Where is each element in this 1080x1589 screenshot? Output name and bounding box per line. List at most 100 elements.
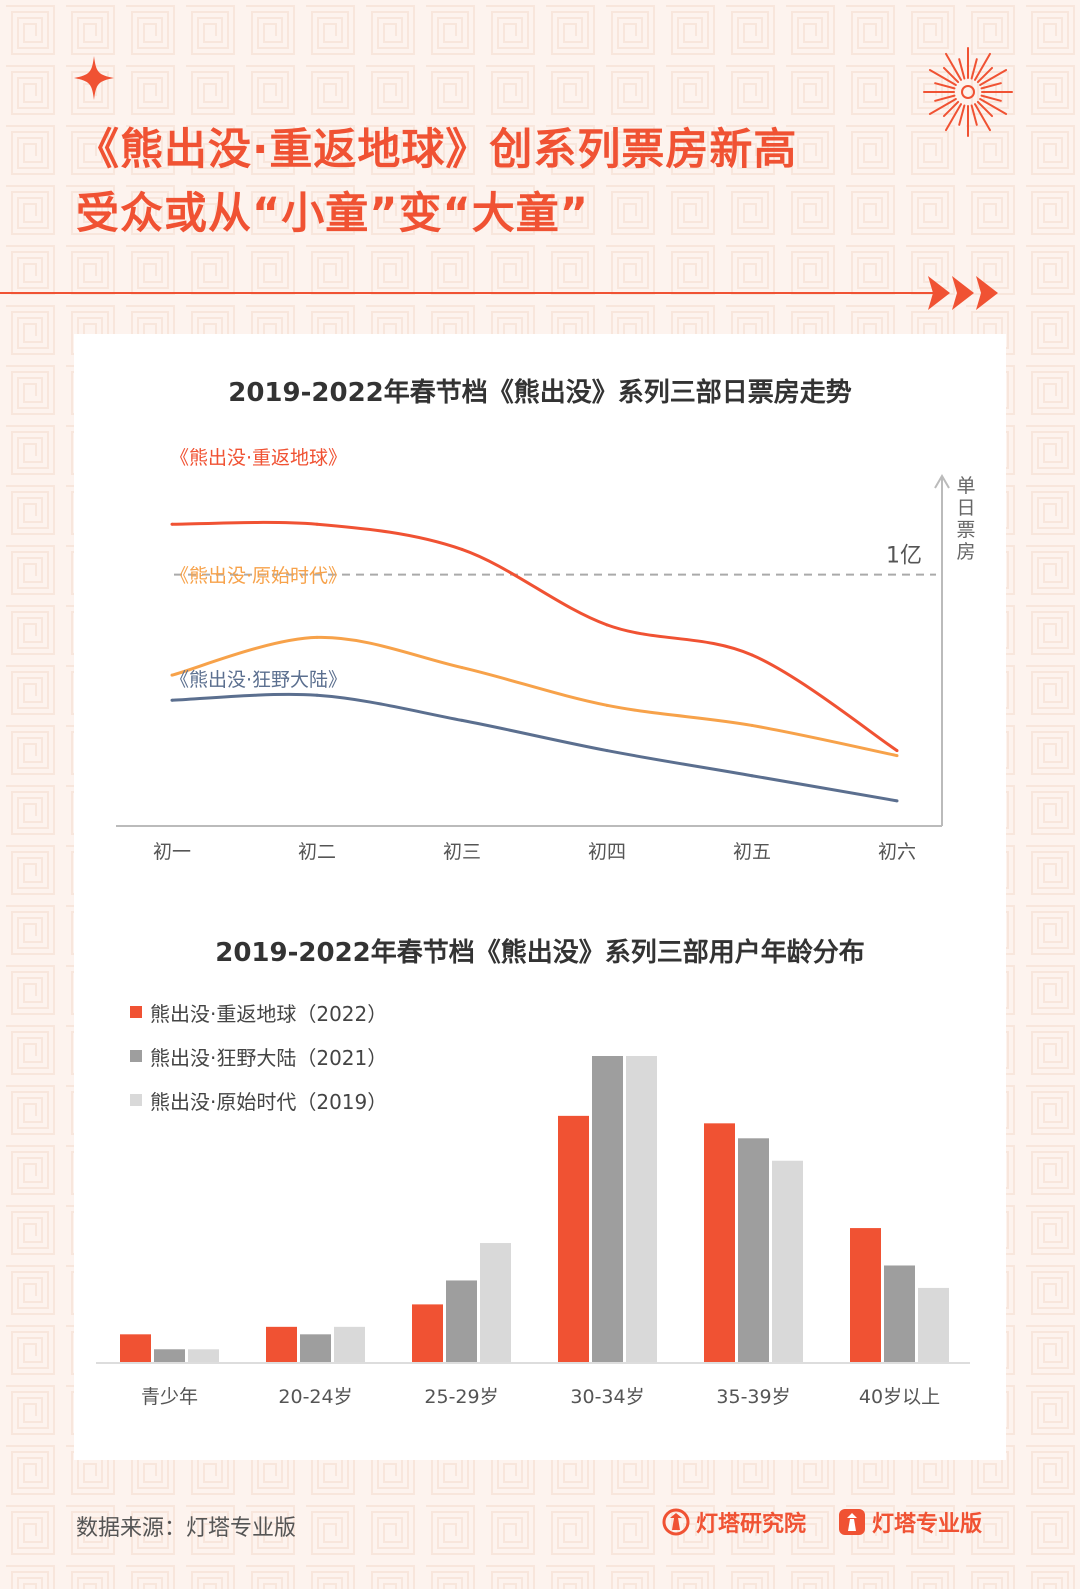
series-point bbox=[895, 799, 899, 803]
reference-line-label: 1亿 bbox=[886, 544, 922, 569]
firework-ray bbox=[980, 94, 1002, 102]
firework-ray bbox=[979, 69, 1008, 86]
legend-swatch bbox=[130, 1006, 142, 1018]
x-tick-label: 初二 bbox=[298, 841, 336, 863]
bar bbox=[738, 1138, 769, 1362]
series-label: 《熊出没·重返地球》 bbox=[170, 447, 347, 469]
series-point bbox=[605, 703, 609, 707]
x-tick-label: 40岁以上 bbox=[859, 1386, 940, 1408]
series-point bbox=[170, 673, 174, 677]
bar bbox=[772, 1160, 803, 1362]
series-label: 《熊出没·狂野大陆》 bbox=[170, 669, 347, 691]
y-axis-arrow bbox=[934, 474, 950, 489]
series-line bbox=[171, 635, 898, 758]
four-point-star-icon bbox=[74, 56, 114, 100]
firework-ray bbox=[958, 58, 966, 80]
bar bbox=[558, 1115, 589, 1362]
legend-label: 熊出没·狂野大陆（2021） bbox=[150, 1045, 388, 1070]
bar bbox=[850, 1228, 881, 1362]
firework-ray bbox=[974, 52, 991, 81]
bar bbox=[626, 1056, 657, 1362]
legend-item: 熊出没·重返地球（2022） bbox=[130, 990, 387, 1034]
bar bbox=[918, 1287, 949, 1362]
series-point bbox=[315, 693, 319, 697]
firework-ray bbox=[945, 103, 962, 132]
firework-ray bbox=[979, 98, 1008, 115]
series-point bbox=[750, 723, 754, 727]
x-tick-label: 初三 bbox=[443, 841, 481, 863]
lighthouse-research-icon bbox=[662, 1508, 690, 1536]
y-axis-label: 单日票房 bbox=[956, 475, 975, 563]
legend-item: 熊出没·狂野大陆（2021） bbox=[130, 1034, 387, 1078]
x-tick-label: 20-24岁 bbox=[278, 1386, 352, 1408]
firework-ray bbox=[928, 69, 957, 86]
series-point bbox=[170, 522, 174, 526]
legend-swatch bbox=[130, 1050, 142, 1062]
series-label: 《熊出没·原始时代》 bbox=[170, 565, 347, 587]
bar-chart-legend: 熊出没·重返地球（2022） 熊出没·狂野大陆（2021） 熊出没·原始时代（201… bbox=[130, 990, 387, 1122]
bar bbox=[480, 1243, 511, 1362]
series-line bbox=[171, 692, 898, 803]
bar bbox=[334, 1326, 365, 1362]
bar bbox=[188, 1349, 219, 1362]
legend-swatch bbox=[130, 1094, 142, 1106]
bar bbox=[120, 1334, 151, 1362]
firework-ray bbox=[980, 82, 1002, 90]
series-point bbox=[170, 698, 174, 702]
firework-ray bbox=[942, 66, 960, 84]
bar bbox=[266, 1326, 297, 1362]
firework-ray bbox=[958, 104, 966, 126]
series-point bbox=[460, 718, 464, 722]
firework-ray bbox=[934, 82, 956, 90]
lighthouse-pro-icon bbox=[839, 1509, 865, 1535]
brand-research: 灯塔研究院 bbox=[662, 1506, 806, 1538]
bar-chart-title: 2019-2022年春节档《熊出没》系列三部用户年龄分布 bbox=[215, 938, 865, 968]
x-tick-label: 30-34岁 bbox=[570, 1386, 644, 1408]
series-point bbox=[460, 547, 464, 551]
firework-ray bbox=[928, 98, 957, 115]
bar bbox=[704, 1123, 735, 1362]
series-point bbox=[895, 749, 899, 753]
firework-ray bbox=[945, 52, 962, 81]
series-point bbox=[605, 749, 609, 753]
bar bbox=[300, 1334, 331, 1362]
firework-ray bbox=[976, 66, 994, 84]
x-tick-label: 初四 bbox=[588, 841, 626, 863]
firework-core bbox=[961, 85, 975, 99]
bar bbox=[446, 1280, 477, 1362]
x-tick-label: 35-39岁 bbox=[716, 1386, 790, 1408]
line-chart-title: 2019-2022年春节档《熊出没》系列三部日票房走势 bbox=[228, 378, 852, 408]
x-tick-label: 青少年 bbox=[141, 1386, 198, 1408]
brand-pro: 灯塔专业版 bbox=[838, 1506, 982, 1538]
triple-chevron-icon bbox=[928, 276, 998, 310]
x-tick-label: 初五 bbox=[733, 841, 771, 863]
series-point bbox=[315, 522, 319, 526]
header-divider bbox=[0, 292, 938, 294]
bar-chart: 青少年 20-24岁 25-29岁 30-34岁 35-39岁 40岁以上 bbox=[96, 1056, 970, 1408]
firework-ray bbox=[970, 104, 978, 126]
firework-ray bbox=[942, 100, 960, 118]
x-tick-label: 初一 bbox=[153, 841, 191, 863]
series-point bbox=[750, 653, 754, 657]
firework-ray bbox=[970, 58, 978, 80]
series-point bbox=[750, 774, 754, 778]
chart-card: 2019-2022年春节档《熊出没》系列三部日票房走势 单日票房 1亿初一 初二 初三… bbox=[74, 334, 1006, 1460]
legend-label: 熊出没·原始时代（2019） bbox=[150, 1089, 388, 1114]
series-point bbox=[460, 666, 464, 670]
brand-research-label: 灯塔研究院 bbox=[696, 1512, 807, 1537]
series-point bbox=[315, 635, 319, 639]
title-line-1: 《熊出没·重返地球》创系列票房新高 bbox=[76, 125, 798, 175]
legend-item: 熊出没·原始时代（2019） bbox=[130, 1078, 387, 1122]
title-line-2: 受众或从“小童”变“大童” bbox=[76, 189, 590, 239]
firework-ray bbox=[976, 100, 994, 118]
firework-ray bbox=[934, 94, 956, 102]
x-tick-label: 初六 bbox=[878, 841, 916, 863]
firework-ray bbox=[974, 103, 991, 132]
bar bbox=[154, 1349, 185, 1362]
firework-burst-icon bbox=[923, 47, 1013, 137]
page-title: 《熊出没·重返地球》创系列票房新高 受众或从“小童”变“大童” bbox=[76, 118, 797, 246]
legend-label: 熊出没·重返地球（2022） bbox=[150, 1001, 388, 1026]
bar bbox=[884, 1265, 915, 1362]
bar bbox=[592, 1056, 623, 1362]
